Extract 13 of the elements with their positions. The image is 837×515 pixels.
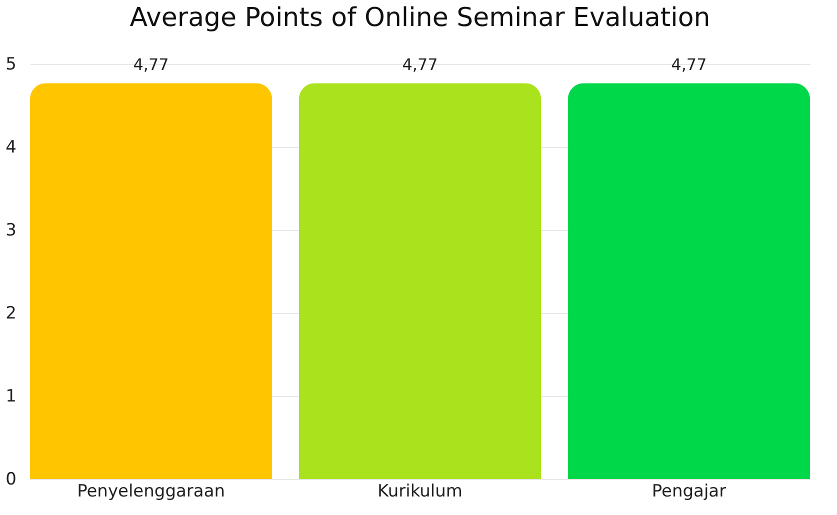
data-label: 4,77 bbox=[671, 55, 707, 74]
y-tick-label: 4 bbox=[6, 138, 16, 158]
x-tick-label: Kurikulum bbox=[378, 482, 462, 502]
x-tick-label: Pengajar bbox=[652, 482, 726, 502]
x-tick-label: Penyelenggaraan bbox=[77, 482, 226, 502]
y-tick-label: 3 bbox=[6, 220, 16, 240]
data-label: 4,77 bbox=[402, 55, 438, 74]
chart-title: Average Points of Online Seminar Evaluation bbox=[130, 3, 710, 33]
data-label: 4,77 bbox=[133, 55, 169, 74]
y-tick-label: 2 bbox=[6, 304, 16, 324]
y-tick-label: 5 bbox=[6, 54, 16, 74]
y-tick-label: 0 bbox=[6, 470, 16, 490]
y-tick-label: 1 bbox=[6, 386, 16, 406]
